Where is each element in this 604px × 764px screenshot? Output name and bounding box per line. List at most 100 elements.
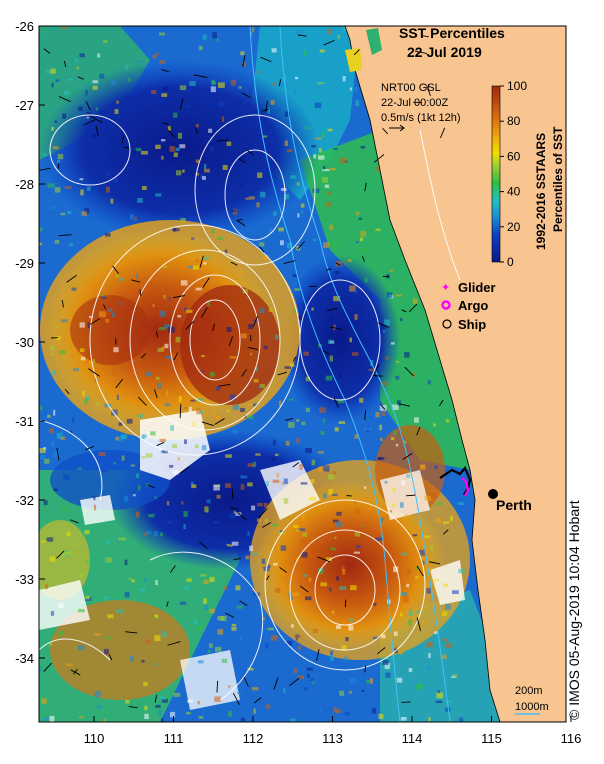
speckle [409,668,413,672]
speckle [155,580,158,585]
speckle [390,510,392,512]
speckle [349,286,356,292]
speckle [323,419,325,423]
speckle [406,474,410,478]
speckle [56,79,60,81]
speckle [199,46,203,50]
speckle [140,588,146,591]
speckle [87,187,91,191]
speckle [291,624,294,627]
speckle [146,433,149,439]
speckle [180,602,186,605]
legend-argo: Argo [458,298,488,313]
speckle [220,616,226,621]
speckle [193,421,195,426]
speckle [426,588,431,594]
speckle [155,705,160,708]
speckle [132,151,137,154]
speckle [223,165,228,170]
perth-label: Perth [496,497,532,513]
speckle [93,86,98,90]
speckle [172,444,177,448]
speckle [133,494,136,496]
speckle [73,368,79,371]
speckle [303,352,309,356]
speckle [329,225,333,230]
speckle [150,431,155,435]
speckle [92,134,96,138]
speckle [352,352,358,356]
speckle [326,376,333,381]
speckle [243,102,246,105]
speckle [66,663,73,665]
speckle [399,651,404,654]
speckle [143,682,148,686]
speckle [180,85,186,90]
speckle [328,345,330,349]
speckle [42,154,47,157]
current-product: NRT00 GSL [381,82,441,94]
speckle [85,90,88,96]
speckle [212,32,217,38]
speckle [78,645,84,650]
speckle [340,158,347,164]
speckle [155,193,161,196]
speckle [216,416,221,420]
speckle [144,706,147,710]
speckle [235,585,240,590]
speckle [396,444,399,447]
speckle [266,481,268,486]
speckle [213,521,219,524]
speckle [359,140,364,143]
speckle [297,183,300,186]
speckle [80,190,83,196]
speckle [61,27,67,29]
speckle [427,666,431,670]
speckle [409,610,413,616]
colorbar-label-1: 1992-2016 SSTAARS [534,133,548,250]
speckle [119,302,121,305]
speckle [305,448,312,453]
speckle [342,569,345,575]
speckle [50,643,52,645]
speckle [270,308,274,312]
map-area [30,26,566,728]
speckle [435,518,441,523]
speckle [125,592,130,598]
speckle [159,60,164,64]
speckle [386,357,389,360]
speckle [56,326,58,330]
speckle [338,35,340,39]
speckle [320,431,324,435]
speckle [66,532,70,536]
speckle [281,545,286,551]
speckle [233,405,239,410]
speckle [403,597,409,603]
speckle [302,328,304,334]
speckle [293,525,298,528]
speckle [130,214,134,219]
speckle [349,618,353,622]
speckle [192,174,195,176]
speckle [51,611,54,616]
map-title: SST Percentiles [399,25,505,41]
speckle [155,663,157,666]
speckle [428,653,430,658]
speckle [44,459,49,464]
speckle [445,643,452,648]
speckle [339,421,345,424]
speckle [159,311,166,317]
speckle [267,564,270,568]
speckle [177,315,181,317]
speckle [290,719,296,722]
speckle [424,496,431,501]
speckle [428,717,430,721]
speckle [208,129,212,133]
speckle [81,357,85,361]
speckle [186,578,191,581]
speckle [204,605,208,610]
speckle [328,29,332,35]
speckle [53,146,59,149]
speckle [166,390,168,396]
speckle [325,185,329,188]
